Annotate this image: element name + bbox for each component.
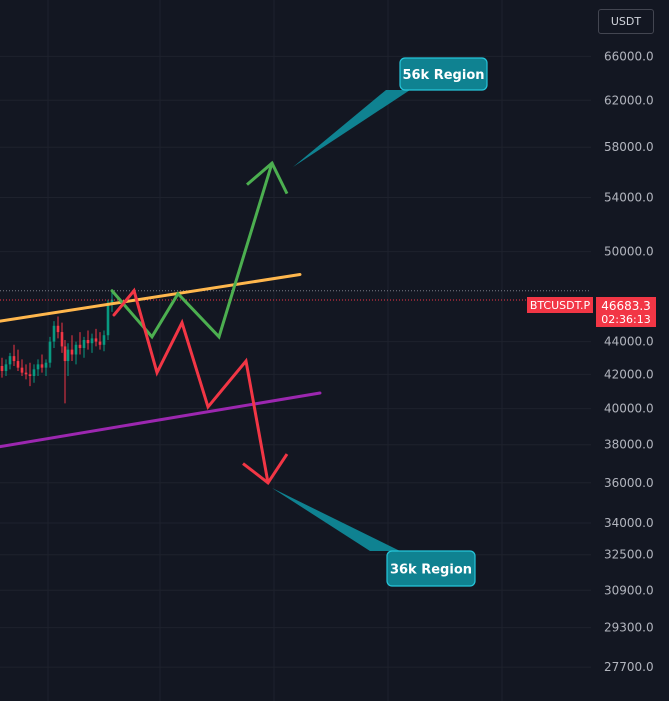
support-trendline	[0, 391, 322, 449]
price-axis-background	[591, 0, 669, 701]
candle-body	[60, 332, 64, 347]
y-tick-label: 27700.0	[604, 660, 654, 674]
candle-body	[82, 339, 86, 349]
callout-pointer	[272, 488, 400, 551]
bar-countdown: 02:36:13	[601, 312, 651, 326]
candle-body	[48, 341, 52, 363]
y-tick-label: 30900.0	[604, 583, 654, 597]
candle-body	[8, 356, 12, 365]
resistance-trendline	[0, 273, 302, 323]
candle-body	[94, 338, 98, 342]
last-price-label: 46683.3 02:36:13	[596, 297, 656, 327]
y-tick-label: 66000.0	[604, 49, 654, 63]
bearish-path	[112, 287, 270, 485]
symbol-label: BTCUSDT.P	[527, 297, 593, 313]
candle-body	[110, 299, 114, 303]
y-tick-label: 29300.0	[604, 621, 654, 635]
candle-body	[52, 325, 56, 342]
y-tick-label: 40000.0	[604, 402, 654, 416]
candle-body	[24, 372, 28, 375]
candle-body	[40, 364, 44, 368]
candle-body	[28, 374, 32, 377]
drawing-lines	[0, 160, 322, 485]
y-tick-label: 58000.0	[604, 140, 654, 154]
y-tick-label: 62000.0	[604, 93, 654, 107]
candle-body	[74, 344, 78, 355]
bullish-arrowhead	[246, 160, 289, 195]
last-price-value: 46683.3	[601, 298, 651, 313]
grid-vertical	[47, 0, 503, 701]
candle-body	[4, 364, 8, 371]
y-tick-label: 38000.0	[604, 438, 654, 452]
candle-body	[66, 349, 70, 362]
bearish-arrowhead	[242, 453, 289, 485]
callout-label: 56k Region	[402, 68, 484, 83]
grid-horizontal	[0, 55, 591, 668]
y-tick-label: 54000.0	[604, 191, 654, 205]
y-tick-label: 42000.0	[604, 367, 654, 381]
bullish-path	[110, 161, 274, 340]
candle-body	[98, 341, 102, 345]
candle-body	[32, 369, 36, 377]
candle-body	[90, 338, 94, 344]
candle-body	[86, 339, 90, 344]
candle-body	[78, 344, 82, 349]
currency-button[interactable]: USDT	[598, 9, 654, 34]
y-tick-label: 34000.0	[604, 516, 654, 530]
candle-body	[0, 365, 4, 371]
candle-body	[102, 335, 106, 345]
callout-box	[399, 57, 488, 91]
callout-annotations: 56k Region 36k Region	[272, 57, 488, 587]
callout-label: 36k Region	[390, 563, 472, 578]
candle-body	[56, 325, 60, 333]
candle-body	[70, 349, 74, 355]
candlestick-series	[0, 290, 114, 404]
candle-body	[44, 362, 48, 368]
y-tick-label: 36000.0	[604, 476, 654, 490]
candle-body	[63, 346, 67, 362]
candle-body	[12, 356, 16, 362]
y-tick-label: 32500.0	[604, 548, 654, 562]
y-tick-label: 50000.0	[604, 245, 654, 259]
callout-box	[386, 550, 476, 587]
y-tick-label: 44000.0	[604, 335, 654, 349]
candle-body	[20, 367, 24, 373]
candle-body	[106, 302, 110, 336]
candle-body	[36, 364, 40, 370]
price-axis-ticks: 66000.0 62000.0 58000.0 54000.0 50000.0 44000…	[604, 49, 654, 674]
candle-body	[16, 361, 20, 368]
last-price-dotted-line	[0, 290, 591, 301]
callout-pointer	[293, 90, 410, 167]
